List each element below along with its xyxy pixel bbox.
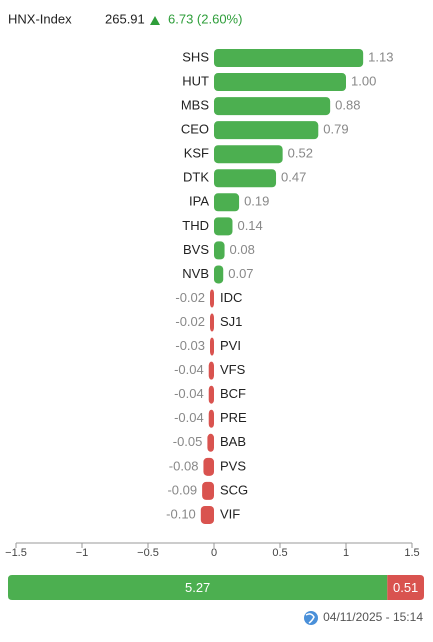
- category-label: PVS: [220, 458, 246, 473]
- bar: [207, 433, 214, 452]
- bar: [214, 193, 240, 212]
- bar: [214, 241, 225, 260]
- bar: [214, 97, 331, 116]
- value-label: -0.04: [174, 386, 204, 401]
- bar: [214, 121, 319, 140]
- category-label: VIF: [220, 506, 240, 521]
- x-tick-label: −1.5: [5, 547, 27, 559]
- value-label: -0.02: [175, 314, 205, 329]
- x-tick-label: −1: [76, 547, 89, 559]
- x-tick-label: 1.5: [404, 547, 419, 559]
- value-label: -0.04: [174, 362, 204, 377]
- bar: [214, 145, 283, 164]
- category-label: PRE: [220, 410, 247, 425]
- x-tick-label: 0.5: [272, 547, 287, 559]
- value-label: 0.79: [323, 122, 348, 137]
- x-tick-label: 1: [343, 547, 349, 559]
- index-value: 265.91: [105, 11, 145, 26]
- category-label: SHS: [182, 49, 209, 64]
- bar: [214, 49, 364, 67]
- value-label: 0.47: [281, 170, 306, 185]
- category-label: BAB: [220, 434, 246, 449]
- bar: [214, 169, 277, 188]
- value-label: 0.07: [228, 266, 253, 281]
- category-label: THD: [182, 218, 209, 233]
- bar: [202, 481, 214, 500]
- breadth-label: 0.51: [393, 580, 418, 595]
- category-label: KSF: [184, 146, 209, 161]
- category-label: IPA: [189, 194, 209, 209]
- category-label: IDC: [220, 290, 242, 305]
- value-label: -0.09: [167, 482, 197, 497]
- value-label: 0.08: [230, 242, 255, 257]
- category-label: BCF: [220, 386, 246, 401]
- category-label: HUT: [182, 73, 209, 88]
- breadth-segment: [8, 575, 388, 600]
- category-label: SJ1: [220, 314, 242, 329]
- category-label: CEO: [181, 122, 209, 137]
- bar: [214, 73, 346, 92]
- category-label: VFS: [220, 362, 246, 377]
- bar: [214, 217, 233, 236]
- value-label: 0.19: [244, 194, 269, 209]
- bar: [208, 385, 214, 404]
- category-label: PVI: [220, 338, 241, 353]
- bar: [200, 505, 214, 524]
- category-label: SCG: [220, 482, 248, 497]
- category-label: NVB: [182, 266, 209, 281]
- value-label: -0.02: [175, 290, 205, 305]
- breadth-segment: [387, 575, 424, 600]
- bar: [210, 289, 214, 308]
- globe-detail: [305, 613, 315, 624]
- globe-icon: [304, 611, 318, 625]
- value-label: 1.00: [351, 73, 376, 88]
- value-label: -0.03: [175, 338, 205, 353]
- value-label: -0.04: [174, 410, 204, 425]
- value-label: 0.52: [288, 146, 313, 161]
- bar: [214, 265, 224, 284]
- value-label: 0.88: [335, 98, 360, 113]
- up-arrow: [150, 16, 160, 25]
- breadth-label: 5.27: [185, 580, 210, 595]
- bar: [210, 313, 214, 332]
- value-label: -0.05: [173, 434, 203, 449]
- bar: [208, 409, 214, 428]
- category-label: MBS: [181, 98, 210, 113]
- timestamp: 04/11/2025 - 15:14: [323, 610, 423, 624]
- value-label: -0.08: [169, 458, 199, 473]
- category-label: BVS: [183, 242, 209, 257]
- bar: [203, 457, 214, 476]
- value-label: 0.14: [237, 218, 262, 233]
- x-tick-label: 0: [211, 547, 217, 559]
- category-label: DTK: [183, 170, 209, 185]
- index-change: 6.73 (2.60%): [168, 11, 242, 26]
- bar: [208, 361, 214, 380]
- bar: [210, 337, 214, 356]
- value-label: -0.10: [166, 506, 196, 521]
- value-label: 1.13: [368, 49, 393, 64]
- x-tick-label: −0.5: [137, 547, 159, 559]
- index-name: HNX-Index: [8, 11, 72, 26]
